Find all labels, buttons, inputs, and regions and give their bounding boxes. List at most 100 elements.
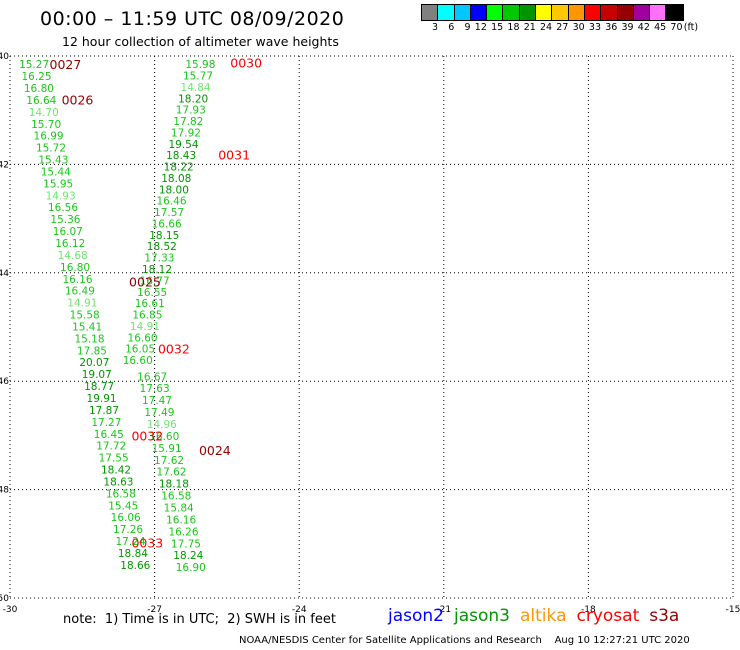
axis-labels: -30 -27 -24 -21 -18 -15 -40 -42 -44 -46 -48 -50 [0,52,740,615]
swh-value: 14.70 [29,107,59,119]
swh-value: 16.05 [125,344,155,356]
legend-swatch [454,5,471,20]
legend-swatch [568,5,585,20]
pass-time-label: 0032 [131,428,163,443]
swh-value: 16.07 [53,226,83,238]
legend-swatch [633,5,651,20]
legend-unit: (ft) [683,22,699,33]
legend-label: 70 [670,22,683,33]
pass-time-label: 0030 [230,56,262,71]
satellite-cryosat: cryosat [576,606,640,626]
swh-value: 16.25 [21,71,51,83]
swh-value: 17.33 [144,253,174,265]
swh-value: 14.96 [147,419,177,431]
satellite-legend: jason2 jason3 altika cryosat s3a [388,606,689,626]
legend-label: 15 [491,22,504,33]
swh-value: 18.43 [166,150,196,162]
legend-swatch [536,5,553,20]
pass-time-label: 0027 [50,57,82,72]
satellite-altika: altika [520,606,567,626]
swh-value: 15.36 [50,214,80,226]
swh-value: 16.90 [176,562,206,574]
swh-value: 17.75 [171,538,201,550]
swh-value: 17.82 [173,116,203,128]
swh-value: 16.85 [132,310,162,322]
legend-swatch [584,5,602,20]
swh-value: 15.43 [38,155,68,167]
swh-value: 15.70 [31,119,61,131]
swh-value: 16.80 [60,262,90,274]
satellite-jason3: jason3 [454,606,510,626]
credit-line: NOAA/NESDIS Center for Satellite Applica… [239,635,690,646]
swh-value: 16.56 [48,202,78,214]
swh-value: 17.62 [154,455,184,467]
legend-swatch [487,5,504,20]
swh-value: 16.58 [106,488,136,500]
legend-swatch [470,5,488,20]
swh-value: 16.60 [149,431,179,443]
swh-value: 15.45 [108,500,138,512]
legend-label: 6 [448,22,455,33]
legend-label: 12 [474,22,487,33]
swh-value: 16.06 [111,512,141,524]
swh-value: 18.77 [84,381,114,393]
swh-value: 16.26 [168,526,198,538]
map-grid [9,55,734,599]
swh-value: 16.16 [166,514,196,526]
pass-time-label: 0025 [129,274,161,289]
swh-value: 17.55 [99,453,129,465]
swh-value: 17.63 [140,383,170,395]
legend-swatch [552,5,569,20]
swh-value: 18.24 [173,550,203,562]
swh-value: 18.15 [149,230,179,242]
pass-time-label: 0026 [62,92,94,107]
lon-tick-label: -15 [726,605,740,615]
swh-value: 15.72 [36,143,66,155]
swh-value: 17.85 [77,345,107,357]
swh-value: 16.64 [26,95,56,107]
swh-value: 17.26 [113,524,143,536]
swh-value: 20.07 [79,357,109,369]
swh-value: 17.92 [171,127,201,139]
swh-value: 15.18 [74,333,104,345]
lat-tick-label: -48 [0,486,9,496]
swh-value: 15.84 [164,502,194,514]
legend-swatch [650,5,667,20]
legend-label: 30 [572,22,585,33]
lat-tick-label: -42 [0,160,9,170]
swh-value: 18.52 [147,241,177,253]
lon-tick-label: -18 [581,605,596,615]
swh-value: 18.20 [178,93,208,105]
swh-value: 15.98 [185,59,215,71]
swh-value: 14.93 [46,190,76,202]
legend-label: 9 [464,22,471,33]
swh-value: 15.27 [19,59,49,71]
lon-tick-label: -30 [3,605,18,615]
swh-value: 18.08 [161,173,191,185]
swh-value: 19.91 [87,393,117,405]
swh-value: 15.44 [41,166,71,178]
swh-value: 16.60 [128,332,158,344]
lon-tick-label: -27 [147,605,162,615]
legend-label: 42 [637,22,650,33]
legend-label: 27 [556,22,569,33]
footnote: note: 1) Time is in UTC; 2) SWH is in fe… [63,612,336,627]
swh-value: 15.91 [152,443,182,455]
swh-value: 17.87 [89,405,119,417]
satellite-jason2: jason2 [388,606,444,626]
swh-value: 17.49 [144,407,174,419]
legend-swatch [438,5,455,20]
legend-swatches [421,4,684,21]
lat-tick-label: -44 [0,269,9,279]
swh-value: 18.12 [142,264,172,276]
pass-time-label: 0024 [199,443,231,458]
legend-swatch [422,5,439,20]
swh-value: 16.61 [135,298,165,310]
swh-value: 15.77 [183,71,213,83]
swh-value: 14.68 [58,250,88,262]
lat-tick-label: -40 [0,52,9,62]
swh-value: 18.00 [159,184,189,196]
legend-label: 33 [588,22,601,33]
satellite-s3a: s3a [649,606,680,626]
swh-value: 15.95 [43,178,73,190]
